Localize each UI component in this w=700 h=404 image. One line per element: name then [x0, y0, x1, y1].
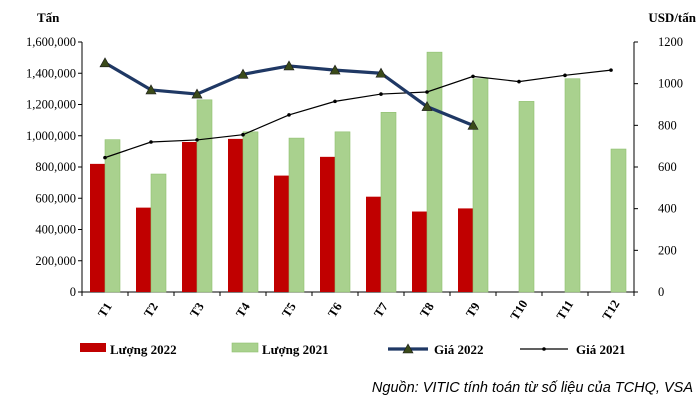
left-tick-label: 1,000,000 [26, 129, 76, 143]
point-gia-2021 [195, 138, 199, 142]
bar-luong-2022 [90, 163, 105, 292]
category-label: T7 [371, 300, 391, 320]
right-tick-label: 800 [658, 118, 677, 132]
source-note: Nguồn: VITIC tính toán từ số liệu của TC… [372, 380, 693, 396]
bar-luong-2021 [472, 78, 489, 293]
category-label: T1 [95, 300, 115, 320]
bar-luong-2021 [518, 101, 535, 293]
point-gia-2022 [99, 57, 111, 68]
right-tick-label: 400 [658, 202, 677, 216]
right-tick-label: 200 [658, 243, 677, 257]
left-tick-label: 1,200,000 [26, 98, 76, 112]
point-gia-2021 [563, 73, 567, 78]
right-tick-label: 1000 [658, 77, 683, 91]
bar-luong-2022 [182, 142, 197, 292]
point-gia-2021 [287, 113, 291, 117]
left-tick-label: 800,000 [35, 160, 76, 174]
bar-luong-2021 [564, 78, 581, 293]
legend-marker [402, 343, 414, 354]
bar-luong-2021 [150, 173, 167, 293]
bar-luong-2021 [242, 131, 259, 293]
point-gia-2021 [103, 155, 107, 160]
legend-label: Lượng 2022 [110, 342, 177, 357]
bar-luong-2021 [288, 137, 305, 293]
left-axis-unit: Tấn [37, 10, 60, 25]
point-gia-2021 [471, 74, 475, 79]
category-label: T4 [233, 299, 253, 319]
bar-luong-2021 [610, 148, 627, 293]
right-tick-label: 0 [658, 285, 664, 299]
left-tick-label: 200,000 [35, 254, 76, 268]
bar-luong-2022 [320, 156, 335, 292]
bar-luong-2022 [136, 207, 151, 292]
category-label: T8 [417, 300, 437, 320]
category-label: T3 [187, 300, 207, 320]
bar-luong-2022 [366, 196, 381, 292]
point-gia-2021 [379, 92, 383, 96]
category-label: T6 [325, 300, 345, 320]
category-label: T5 [279, 300, 299, 320]
legend-swatch [231, 342, 259, 353]
legend-label: Lượng 2021 [262, 342, 329, 357]
right-tick-label: 1200 [658, 35, 683, 49]
left-tick-label: 0 [70, 285, 76, 299]
point-gia-2022 [191, 88, 203, 99]
right-axis-unit: USD/tấn [648, 10, 696, 25]
category-label: T10 [508, 297, 531, 322]
line-gia-2021 [104, 69, 612, 159]
category-label: T11 [554, 298, 577, 323]
point-gia-2022 [329, 64, 341, 75]
left-tick-label: 1,400,000 [26, 66, 76, 80]
point-gia-2021 [425, 90, 429, 94]
bar-luong-2021 [104, 139, 121, 293]
legend-label: Giá 2022 [434, 342, 483, 357]
bar-luong-2021 [196, 99, 213, 293]
left-tick-label: 600,000 [35, 191, 76, 205]
category-label: T2 [141, 300, 161, 320]
left-tick-label: 1,600,000 [26, 35, 76, 49]
left-tick-label: 400,000 [35, 223, 76, 237]
bar-luong-2022 [228, 138, 243, 292]
bar-luong-2022 [458, 208, 473, 292]
bar-luong-2022 [412, 211, 427, 292]
point-gia-2022 [375, 67, 387, 78]
legend: Lượng 2022 Lượng 2021 Giá 2022 Giá 2021 [80, 342, 625, 357]
point-gia-2021 [517, 79, 521, 84]
point-gia-2021 [609, 68, 613, 72]
category-label: T9 [463, 300, 483, 320]
legend-label: Giá 2021 [576, 342, 625, 357]
point-gia-2022 [421, 100, 433, 111]
bar-luong-2021 [334, 131, 351, 293]
category-label: T12 [600, 297, 623, 322]
bar-luong-2022 [274, 175, 289, 292]
point-gia-2022 [237, 68, 249, 79]
point-gia-2021 [149, 140, 153, 144]
point-gia-2022 [145, 84, 157, 95]
right-tick-label: 600 [658, 160, 677, 174]
legend-swatch [80, 343, 106, 352]
bar-luong-2021 [380, 112, 397, 293]
point-gia-2021 [333, 99, 337, 104]
point-gia-2022 [283, 60, 295, 71]
plot-area: 0 200,000 400,000 600,000 800,000 1,000,000 1,… [26, 35, 683, 323]
point-gia-2022 [467, 119, 479, 130]
legend-marker [542, 347, 546, 351]
point-gia-2021 [241, 132, 245, 137]
